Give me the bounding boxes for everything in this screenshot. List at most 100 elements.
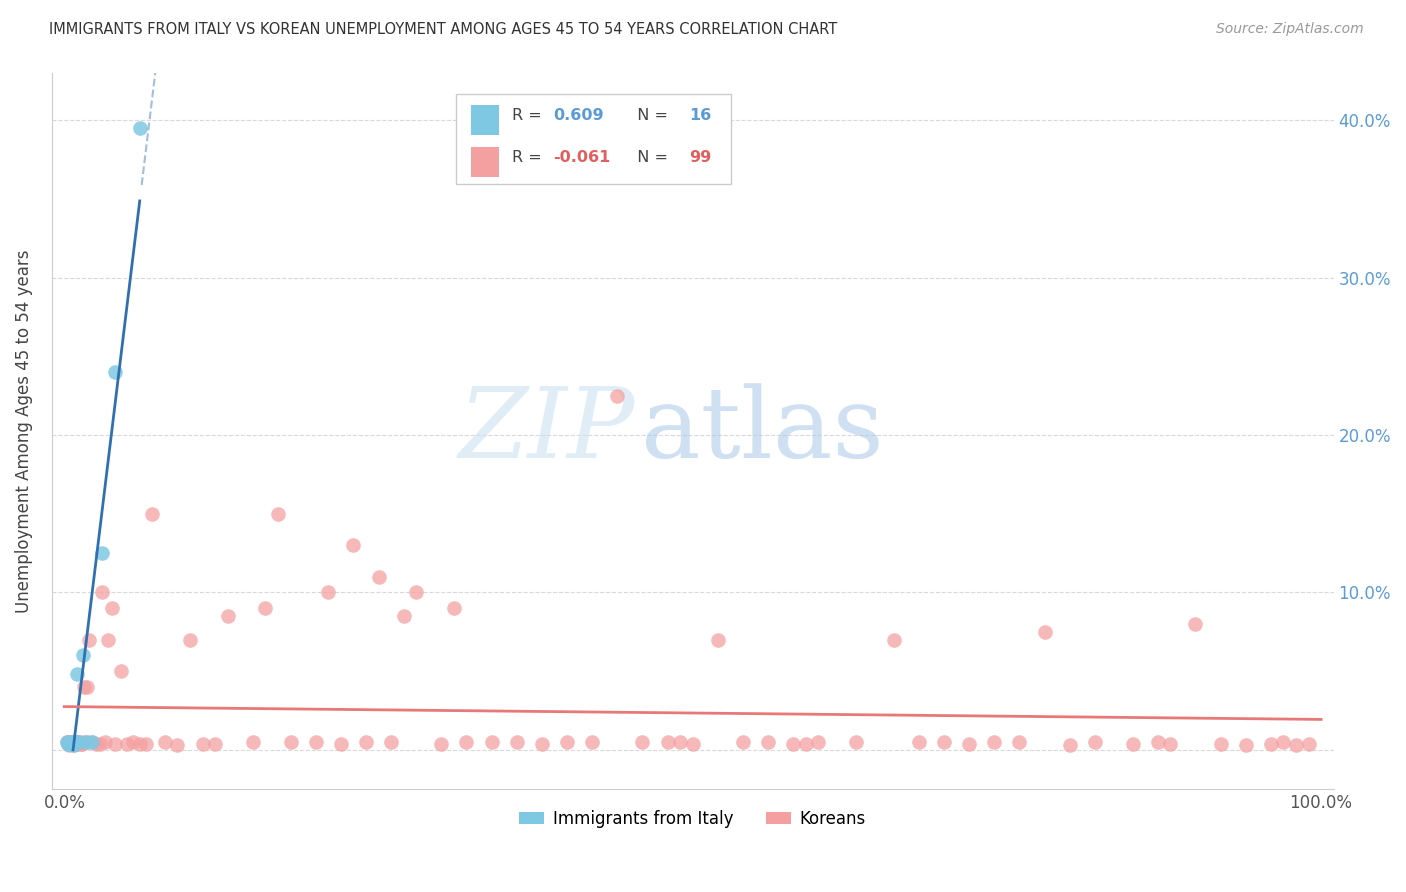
Point bbox=[59, 737, 82, 751]
Point bbox=[66, 667, 89, 681]
Text: R =: R = bbox=[512, 108, 547, 122]
Point bbox=[204, 737, 226, 751]
Point bbox=[76, 680, 98, 694]
Text: 16: 16 bbox=[689, 108, 711, 122]
Point bbox=[191, 737, 214, 751]
Point bbox=[731, 735, 754, 749]
Point bbox=[606, 389, 628, 403]
Point bbox=[782, 737, 804, 751]
Text: -0.061: -0.061 bbox=[553, 150, 610, 165]
Point bbox=[59, 735, 82, 749]
Point bbox=[179, 632, 201, 647]
Point bbox=[91, 585, 114, 599]
Point bbox=[242, 735, 264, 749]
Point bbox=[135, 737, 157, 751]
Point bbox=[756, 735, 779, 749]
Point bbox=[669, 735, 692, 749]
Text: Source: ZipAtlas.com: Source: ZipAtlas.com bbox=[1216, 22, 1364, 37]
Point bbox=[1298, 737, 1320, 751]
Point bbox=[91, 546, 114, 560]
FancyBboxPatch shape bbox=[456, 95, 731, 184]
Point bbox=[115, 737, 138, 751]
Point bbox=[66, 735, 89, 749]
Point bbox=[932, 735, 955, 749]
Point bbox=[58, 735, 80, 749]
Text: atlas: atlas bbox=[641, 384, 884, 479]
Text: ZIP: ZIP bbox=[458, 384, 636, 479]
Point bbox=[63, 738, 86, 752]
Point bbox=[69, 737, 91, 751]
Point bbox=[380, 735, 402, 749]
Point bbox=[62, 735, 84, 749]
Point bbox=[66, 737, 89, 751]
FancyBboxPatch shape bbox=[471, 147, 499, 177]
Point bbox=[128, 737, 150, 751]
Point bbox=[166, 738, 188, 752]
Point bbox=[908, 735, 931, 749]
Point bbox=[1084, 735, 1107, 749]
Point bbox=[73, 680, 96, 694]
Point bbox=[56, 737, 79, 751]
Point bbox=[1008, 735, 1031, 749]
Point bbox=[110, 664, 132, 678]
Point bbox=[79, 632, 101, 647]
Point bbox=[93, 735, 115, 749]
Point bbox=[342, 538, 364, 552]
Point bbox=[1033, 624, 1056, 639]
Point bbox=[329, 737, 352, 751]
Point bbox=[72, 648, 94, 663]
Point bbox=[65, 735, 87, 749]
Point bbox=[63, 735, 86, 749]
Point bbox=[56, 737, 79, 751]
Point bbox=[354, 735, 377, 749]
Point bbox=[1272, 735, 1295, 749]
Point bbox=[1285, 738, 1308, 752]
Point bbox=[67, 735, 90, 749]
Point bbox=[794, 737, 817, 751]
Point bbox=[707, 632, 730, 647]
Point bbox=[89, 737, 111, 751]
Point bbox=[60, 737, 83, 751]
Point bbox=[60, 735, 83, 749]
Point bbox=[70, 737, 93, 751]
Y-axis label: Unemployment Among Ages 45 to 54 years: Unemployment Among Ages 45 to 54 years bbox=[15, 250, 32, 613]
Point bbox=[67, 735, 90, 749]
Point bbox=[80, 735, 103, 749]
Point bbox=[58, 738, 80, 752]
Point bbox=[84, 737, 107, 751]
FancyBboxPatch shape bbox=[471, 104, 499, 135]
Point bbox=[367, 570, 389, 584]
Point bbox=[807, 735, 830, 749]
Point bbox=[957, 737, 980, 751]
Point bbox=[56, 735, 79, 749]
Point bbox=[443, 601, 465, 615]
Point bbox=[67, 735, 90, 749]
Point bbox=[1209, 737, 1232, 751]
Point bbox=[657, 735, 679, 749]
Point bbox=[217, 609, 239, 624]
Point bbox=[141, 507, 163, 521]
Text: IMMIGRANTS FROM ITALY VS KOREAN UNEMPLOYMENT AMONG AGES 45 TO 54 YEARS CORRELATI: IMMIGRANTS FROM ITALY VS KOREAN UNEMPLOY… bbox=[49, 22, 838, 37]
Point bbox=[1234, 738, 1257, 752]
Point bbox=[280, 735, 302, 749]
Point bbox=[316, 585, 339, 599]
Text: N =: N = bbox=[627, 108, 673, 122]
Point bbox=[75, 735, 97, 749]
Text: 0.609: 0.609 bbox=[553, 108, 603, 122]
Point bbox=[456, 735, 478, 749]
Text: 99: 99 bbox=[689, 150, 711, 165]
Point bbox=[122, 735, 145, 749]
Point bbox=[56, 735, 79, 749]
Point bbox=[405, 585, 427, 599]
Text: R =: R = bbox=[512, 150, 547, 165]
Point bbox=[72, 735, 94, 749]
Point bbox=[506, 735, 529, 749]
Point bbox=[983, 735, 1005, 749]
Point bbox=[65, 737, 87, 751]
Point bbox=[1059, 738, 1081, 752]
Point bbox=[65, 735, 87, 749]
Point bbox=[80, 735, 103, 749]
Point bbox=[682, 737, 704, 751]
Point bbox=[59, 735, 82, 749]
Point bbox=[1184, 616, 1206, 631]
